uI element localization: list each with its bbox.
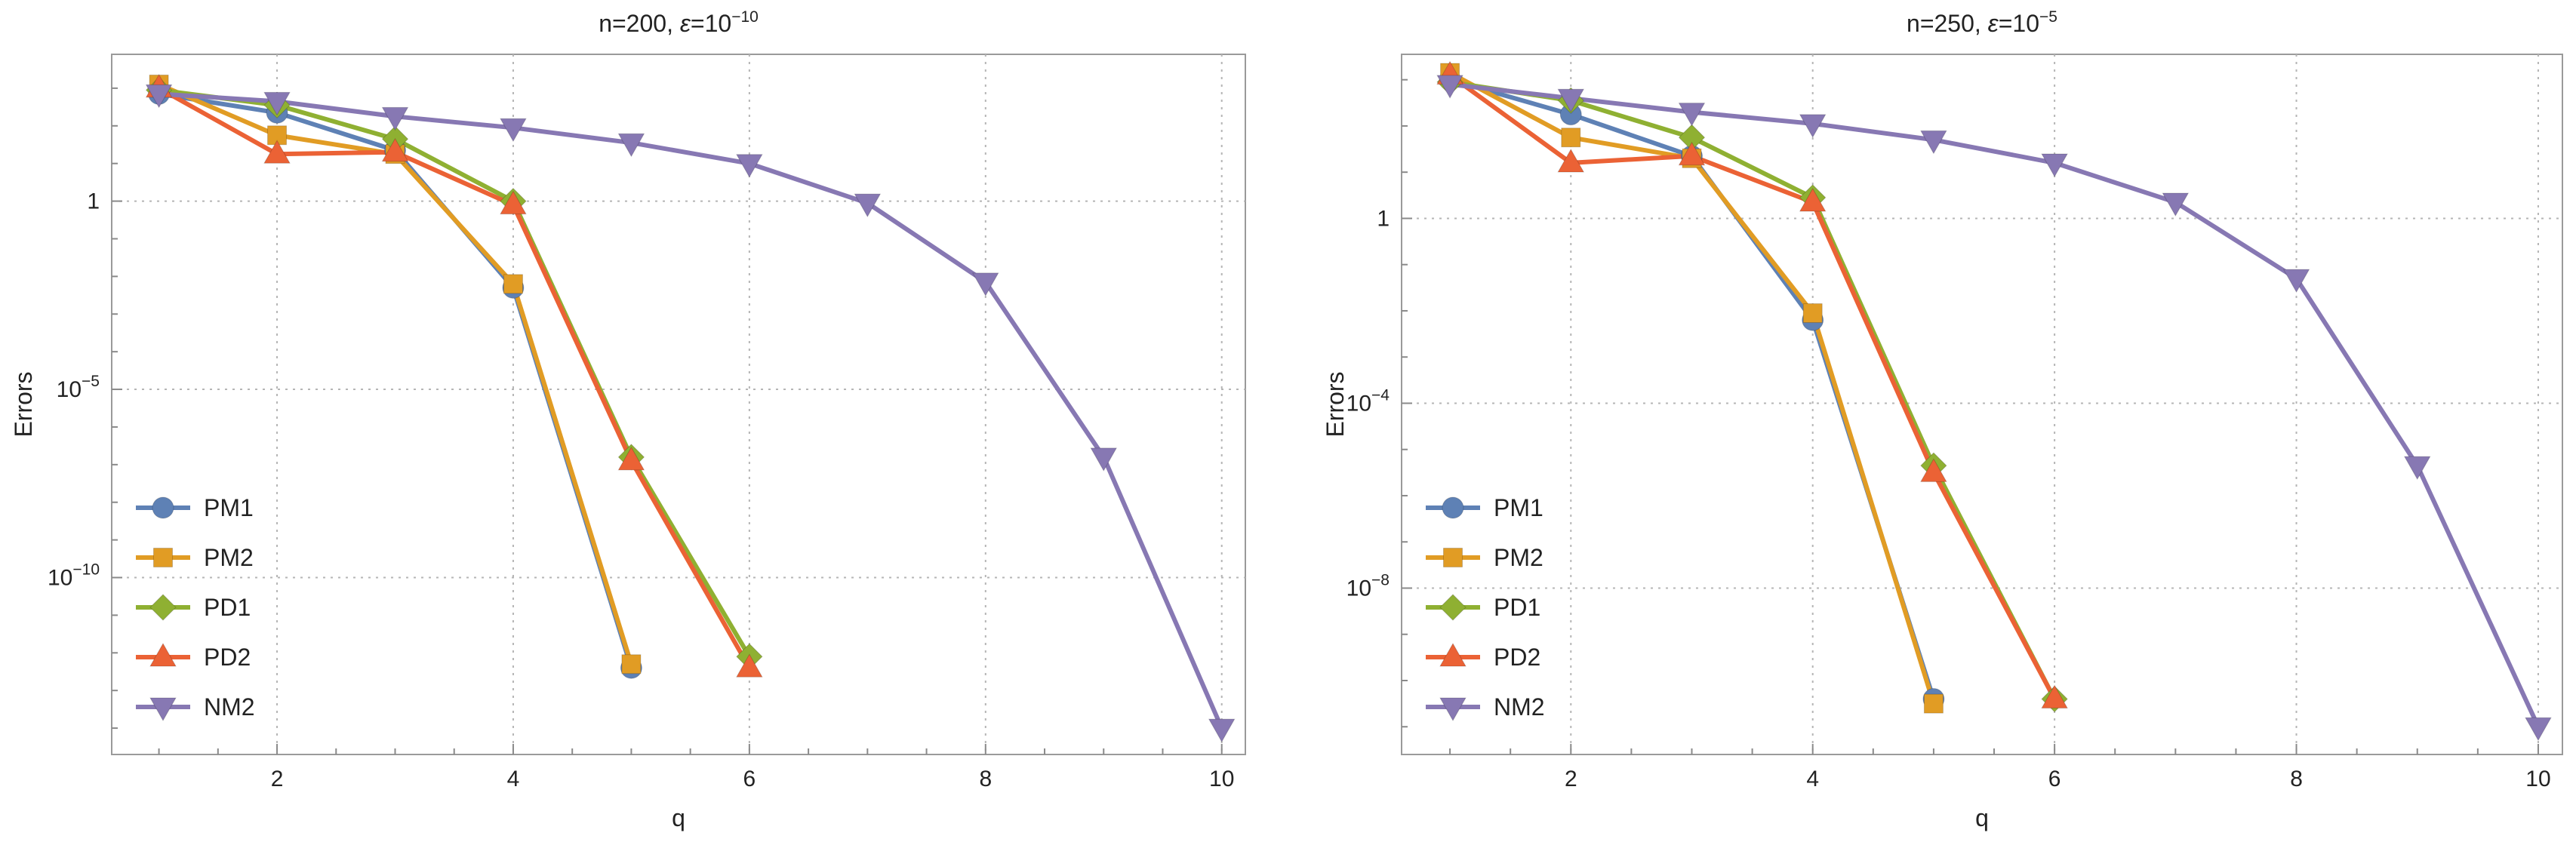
data-point-nm2 xyxy=(2525,717,2552,742)
legend-marker-pd1 xyxy=(149,594,177,621)
data-point-pm2 xyxy=(1923,693,1944,714)
legend-marker-pd1 xyxy=(1439,594,1467,621)
legend-marker-pm2 xyxy=(1443,548,1463,567)
data-point-pd2 xyxy=(1799,187,1827,212)
y-tick-label: 1 xyxy=(87,189,100,214)
chart-right: 2 4 6 8 10 1 10−4 10−8 n=250, ε=10−5 q Errors P… xyxy=(1322,8,2563,831)
data-point-pd2 xyxy=(617,446,645,471)
data-point-pm2 xyxy=(621,654,642,675)
data-point-pm2 xyxy=(503,274,523,294)
y-tick-label: 1 xyxy=(1377,206,1390,231)
data-point-nm2 xyxy=(854,193,882,218)
data-point-pd2 xyxy=(263,140,291,164)
series-line-nm2 xyxy=(158,91,1224,730)
x-tick-label: 4 xyxy=(1806,767,1819,791)
y-tick-label: 10−4 xyxy=(1346,386,1390,416)
series-line-pd1 xyxy=(158,88,752,658)
series-layer xyxy=(145,73,1236,743)
x-tick-label: 8 xyxy=(2290,767,2303,791)
chart-title: n=200, ε=10−10 xyxy=(599,8,759,37)
legend-marker-pm1 xyxy=(152,496,174,519)
axis-ticks: 2 4 6 8 10 1 10−5 10−10 xyxy=(48,87,1234,791)
x-tick-label: 10 xyxy=(2525,767,2550,791)
legend-label-pd1: PD1 xyxy=(204,594,251,621)
data-point-nm2 xyxy=(1920,130,1947,155)
data-point-pd2 xyxy=(1678,141,1706,166)
legend-label-pm2: PM2 xyxy=(204,544,254,571)
data-point-nm2 xyxy=(1678,103,1706,127)
legend: PM1 PM2 PD1 PD2 NM2 xyxy=(1426,494,1545,722)
data-point-nm2 xyxy=(2162,192,2190,217)
data-point-pd2 xyxy=(1920,458,1947,482)
x-axis-label: q xyxy=(1975,804,1989,831)
data-point-nm2 xyxy=(736,154,763,178)
legend-label-pd2: PD2 xyxy=(204,644,251,671)
legend-label-pm1: PM1 xyxy=(1494,494,1543,521)
x-tick-label: 6 xyxy=(743,767,756,791)
data-point-pd2 xyxy=(1557,148,1585,173)
y-axis-label: Errors xyxy=(10,371,37,437)
plot-frame xyxy=(111,54,1246,755)
x-tick-label: 10 xyxy=(1209,767,1234,791)
x-tick-label: 8 xyxy=(979,767,992,791)
data-point-nm2 xyxy=(1090,447,1118,472)
data-point-nm2 xyxy=(500,118,527,143)
data-point-nm2 xyxy=(381,106,409,131)
data-point-nm2 xyxy=(2041,153,2068,177)
x-tick-label: 6 xyxy=(2048,767,2061,791)
y-tick-label: 10−10 xyxy=(48,561,100,591)
legend-label-nm2: NM2 xyxy=(204,693,255,721)
y-tick-label: 10−5 xyxy=(57,373,100,402)
chart-left: 2 4 6 8 10 1 10−5 10−10 n=200, ε=10−10 q Errors… xyxy=(10,8,1246,831)
data-point-nm2 xyxy=(1557,88,1585,113)
series-layer xyxy=(1436,60,2552,742)
legend-label-pm2: PM2 xyxy=(1494,544,1543,571)
legend: PM1 PM2 PD1 PD2 NM2 xyxy=(136,494,255,722)
y-tick-label: 10−8 xyxy=(1346,571,1390,601)
x-axis-label: q xyxy=(672,804,685,831)
data-point-nm2 xyxy=(1436,75,1463,99)
legend-label-nm2: NM2 xyxy=(1494,693,1545,721)
legend-marker-pd2 xyxy=(149,642,177,667)
x-tick-label: 4 xyxy=(507,767,520,791)
grid-lines xyxy=(1402,54,2562,754)
data-point-pd2 xyxy=(2041,684,2068,708)
data-point-pd2 xyxy=(500,190,527,215)
series-line-nm2 xyxy=(1449,81,2541,728)
legend-label-pm1: PM1 xyxy=(204,494,254,521)
legend-marker-pm2 xyxy=(153,548,173,567)
chart-title: n=250, ε=10−5 xyxy=(1907,8,2057,37)
legend-label-pd1: PD1 xyxy=(1494,594,1540,621)
data-point-pd2 xyxy=(381,137,409,162)
y-axis-label: Errors xyxy=(1322,371,1349,437)
x-tick-label: 2 xyxy=(1565,767,1577,791)
data-point-nm2 xyxy=(145,84,173,109)
data-point-pm2 xyxy=(1802,303,1823,324)
data-point-pm2 xyxy=(1561,128,1581,148)
data-point-nm2 xyxy=(1208,718,1236,743)
series-line-pd2 xyxy=(1448,73,2057,700)
axis-ticks: 2 4 6 8 10 1 10−4 10−8 xyxy=(1346,78,2551,791)
data-point-nm2 xyxy=(2403,456,2431,481)
plot-frame xyxy=(1401,54,2563,755)
data-point-nm2 xyxy=(2282,269,2310,293)
legend-marker-pd2 xyxy=(1439,642,1467,667)
legend-marker-nm2 xyxy=(149,697,177,722)
data-point-nm2 xyxy=(971,272,999,297)
data-point-pd2 xyxy=(736,653,763,678)
x-tick-label: 2 xyxy=(271,767,284,791)
data-point-nm2 xyxy=(263,91,291,116)
series-line-pd2 xyxy=(158,86,752,669)
data-point-nm2 xyxy=(1799,114,1827,138)
data-point-nm2 xyxy=(617,133,645,158)
legend-marker-pm1 xyxy=(1442,496,1464,519)
legend-marker-nm2 xyxy=(1439,697,1467,722)
legend-label-pd2: PD2 xyxy=(1494,644,1540,671)
